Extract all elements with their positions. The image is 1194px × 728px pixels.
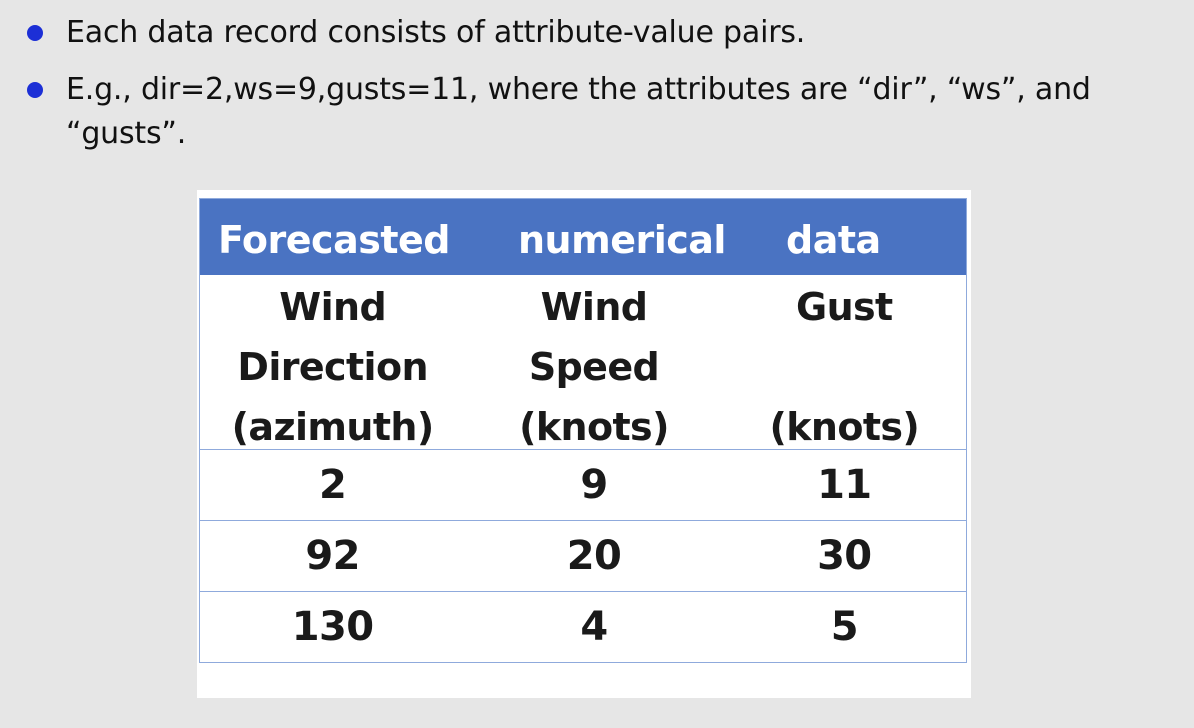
table-cell: 20 [566,533,622,579]
header-line: Gust [796,285,893,329]
column-header-row: Wind Direction (azimuth) Wind Speed (kno… [200,275,966,449]
header-line: Direction [237,345,428,389]
header-line: Speed [528,345,660,389]
column-header-gust: Gust (knots) [723,275,966,449]
table-cell: 11 [817,462,872,508]
table-cell: 30 [817,533,872,579]
table-cell: 92 [305,533,360,579]
header-line: (knots) [769,405,920,449]
table-title-word: Forecasted [218,218,450,262]
column-header-wind-speed: Wind Speed (knots) [465,275,722,449]
table-cell: 5 [830,604,859,650]
table-row: 92 20 30 [200,520,966,591]
table-cell: 2 [319,462,347,508]
bullet-dot-icon [27,82,43,98]
table-row: 130 4 5 [200,591,966,662]
table-panel: Forecasted numerical data Wind Direction… [197,190,971,698]
table-title-word: data [786,218,881,262]
table-title-bar: Forecasted numerical data [200,199,966,275]
forecast-data-table: Forecasted numerical data Wind Direction… [199,198,967,663]
table-cell: 4 [580,604,608,650]
header-line: (azimuth) [231,405,435,449]
header-line [723,337,966,397]
header-line: (knots) [519,405,669,449]
bullet-text-1: Each data record consists of attribute-v… [66,15,806,50]
table-cell: 130 [291,604,374,650]
column-header-wind-direction: Wind Direction (azimuth) [200,275,465,449]
header-line: Wind [540,285,648,329]
bullet-dot-icon [27,25,43,41]
header-line: Wind [279,285,387,329]
bullet-text-2: E.g., dir=2,ws=9,gusts=11, where the att… [66,72,1091,151]
table-cell: 9 [580,462,608,508]
table-row: 2 9 11 [200,449,966,520]
table-title-word: numerical [518,218,726,262]
